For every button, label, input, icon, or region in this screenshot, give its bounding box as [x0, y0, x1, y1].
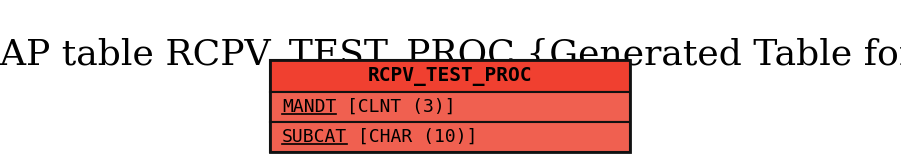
Text: MANDT: MANDT	[282, 98, 336, 116]
Text: [CLNT (3)]: [CLNT (3)]	[336, 98, 456, 116]
Bar	[270, 60, 630, 92]
Bar	[270, 92, 630, 122]
Bar	[270, 60, 630, 152]
Text: RCPV_TEST_PROC: RCPV_TEST_PROC	[368, 66, 532, 85]
Text: [CHAR (10)]: [CHAR (10)]	[347, 128, 478, 146]
Text: SAP ABAP table RCPV_TEST_PROC {Generated Table for View}: SAP ABAP table RCPV_TEST_PROC {Generated…	[0, 38, 901, 73]
Bar	[270, 122, 630, 152]
Text: SUBCAT: SUBCAT	[282, 128, 347, 146]
